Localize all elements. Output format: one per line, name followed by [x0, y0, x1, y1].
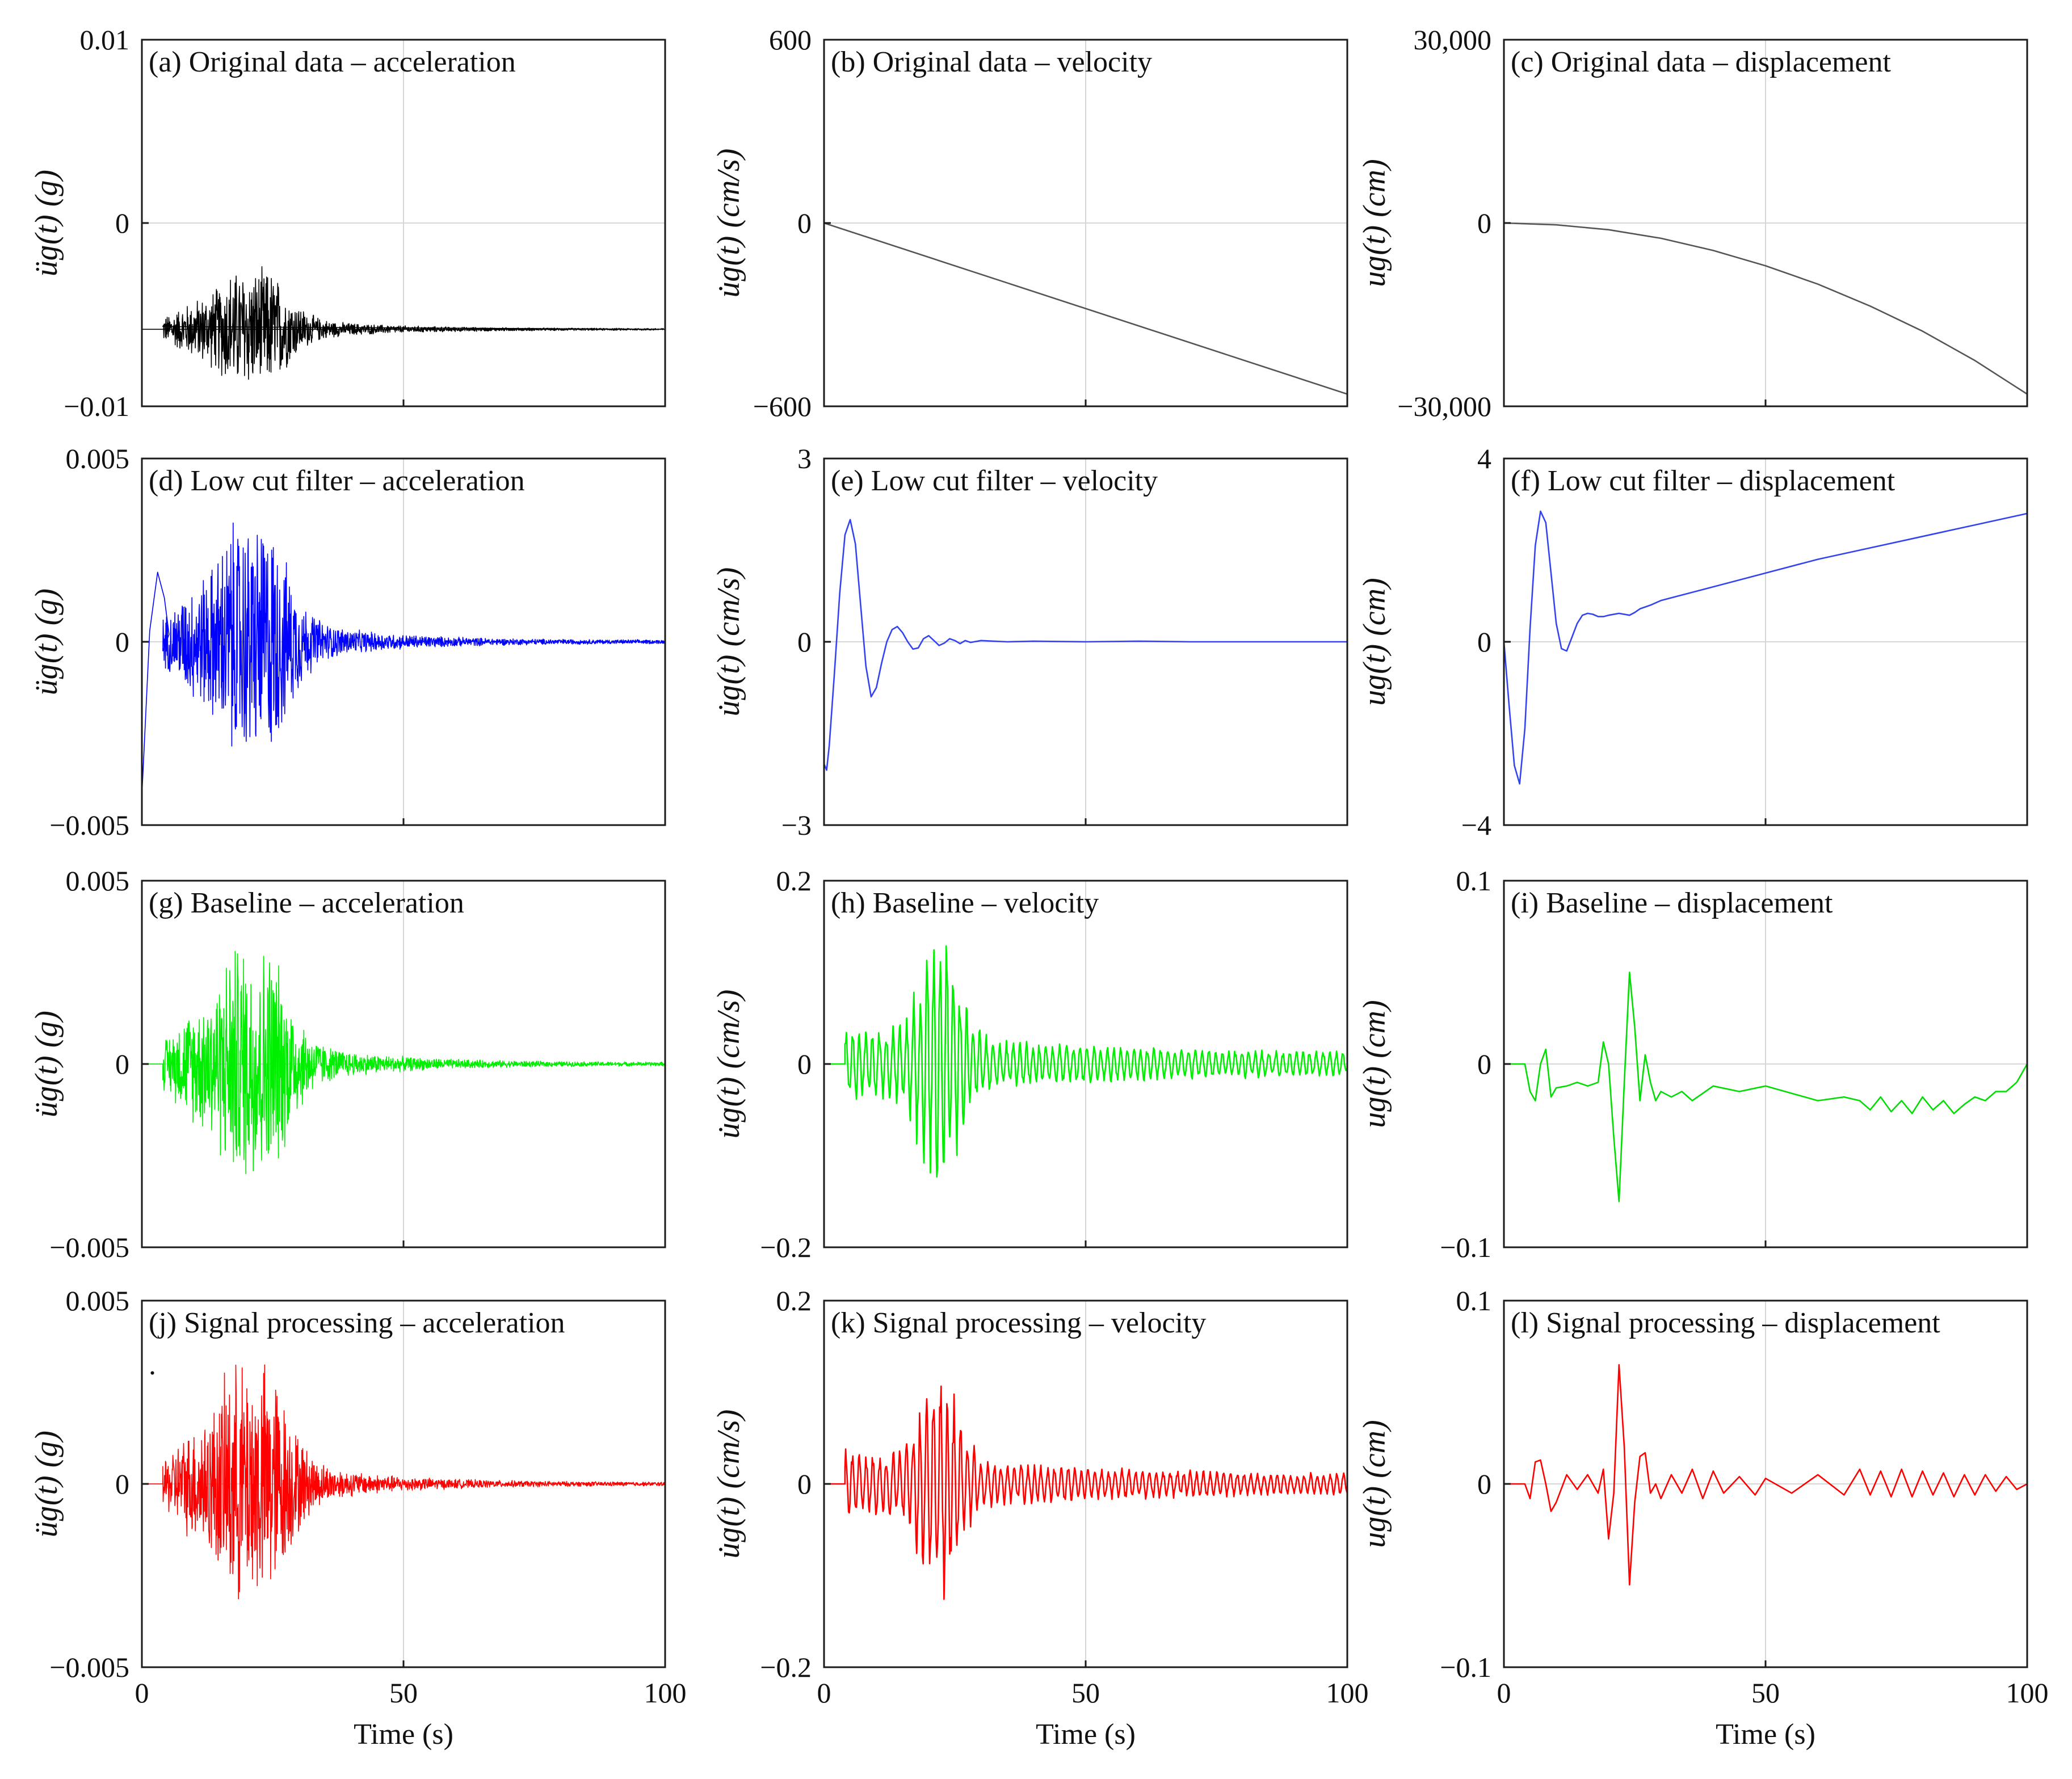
y-tick-label: 0 [115, 626, 129, 658]
panel-title: (g) Baseline – acceleration [149, 887, 464, 919]
series-line-velocity [824, 1385, 1348, 1600]
y-tick-label: −0.2 [760, 1651, 812, 1683]
x-tick-label: 50 [1751, 1677, 1780, 1709]
series-line-acceleration [142, 266, 666, 380]
y-axis-label: uɡ(t) (cm) [1357, 578, 1392, 705]
y-tick-label: 0 [1477, 1048, 1491, 1080]
y-tick-label: −3 [781, 809, 812, 841]
y-tick-label: 0.2 [776, 865, 812, 897]
y-axis-label: üɡ(t) (g) [29, 1011, 64, 1117]
y-axis-label: üɡ(t) (g) [29, 1431, 64, 1537]
y-axis-label: u̇ɡ(t) (cm/s) [711, 567, 746, 717]
x-tick-label: 0 [1497, 1677, 1511, 1709]
y-tick-label: 600 [769, 24, 812, 56]
panel-title: (a) Original data – acceleration [149, 46, 516, 78]
panel-title: (k) Signal processing – velocity [831, 1307, 1206, 1339]
x-tick-label: 0 [817, 1677, 831, 1709]
y-tick-label: 0 [1477, 207, 1491, 239]
y-tick-label: 0 [115, 1048, 129, 1080]
panel-d: −0.005 0 0.005 (d) Low cut filter – acceler… [29, 443, 666, 841]
panel-b: −600 0 600 (b) Original data – velocity u̇ɡ(… [711, 24, 1348, 422]
y-tick-label: 0.1 [1456, 865, 1492, 897]
y-tick-label: 0 [1477, 626, 1491, 658]
x-axis-label: Time (s) [1036, 1718, 1136, 1751]
series-line-displacement [1503, 510, 2028, 785]
panel-title: (b) Original data – velocity [831, 46, 1152, 78]
panel-title: (f) Low cut filter – displacement [1511, 465, 1896, 497]
y-tick-label: 0 [115, 1468, 129, 1500]
y-tick-label: 0.1 [1456, 1285, 1492, 1317]
series-line-velocity [824, 945, 1348, 1178]
y-axis-label: üɡ(t) (g) [29, 170, 64, 276]
y-tick-label: −0.005 [49, 809, 129, 841]
series-line-velocity [823, 222, 1348, 395]
panel-title: (i) Baseline – displacement [1511, 887, 1833, 919]
panel-title: (e) Low cut filter – velocity [831, 465, 1158, 497]
y-tick-label: 0.005 [66, 865, 130, 897]
series-line-displacement [1504, 1364, 2028, 1585]
y-tick-label: 0 [797, 1468, 812, 1500]
y-axis-label: uɡ(t) (cm) [1357, 159, 1392, 287]
y-tick-label: −0.01 [64, 390, 129, 422]
y-tick-label: 0 [115, 207, 129, 239]
series-line-acceleration [141, 522, 666, 796]
y-tick-label: 0 [797, 626, 812, 658]
y-tick-label: −0.005 [49, 1231, 129, 1263]
y-tick-label: 4 [1477, 443, 1491, 474]
panel-e: −3 0 3 (e) Low cut filter – velocity u̇ɡ(t) … [711, 443, 1348, 841]
x-tick-label: 0 [135, 1677, 149, 1709]
panel-h: −0.2 0 0.2 (h) Baseline – velocity u̇ɡ(t) (c… [711, 865, 1348, 1263]
y-axis-label: u̇ɡ(t) (cm/s) [711, 149, 746, 298]
y-tick-label: 0 [797, 207, 812, 239]
y-tick-label: 0.2 [776, 1285, 812, 1317]
y-axis-label: u̇ɡ(t) (cm/s) [711, 990, 746, 1139]
x-tick-label: 100 [644, 1677, 687, 1709]
panel-title: (l) Signal processing – displacement [1511, 1307, 1940, 1339]
panel-c: −30,000 0 30,000 (c) Original data – displa… [1357, 24, 2028, 422]
series-line-acceleration [142, 1364, 666, 1600]
y-axis-label: üɡ(t) (g) [29, 588, 64, 695]
x-axis-label: Time (s) [354, 1718, 453, 1751]
y-tick-label: −600 [753, 390, 812, 422]
y-tick-label: 3 [797, 443, 812, 474]
panel-i: −0.1 0 0.1 (i) Baseline – displacement uɡ(t)… [1357, 865, 2028, 1263]
panel-title: (c) Original data – displacement [1511, 46, 1892, 78]
y-tick-label: −0.1 [1440, 1651, 1491, 1683]
x-tick-label: 50 [1071, 1677, 1100, 1709]
y-axis-label: uɡ(t) (cm) [1357, 1420, 1392, 1547]
panel-g: −0.005 0 0.005 (g) Baseline – acceleration ü… [29, 865, 666, 1263]
y-axis-label: u̇ɡ(t) (cm/s) [711, 1410, 746, 1559]
series-line-acceleration [142, 951, 666, 1175]
y-tick-label: −30,000 [1397, 390, 1491, 422]
panel-title: (h) Baseline – velocity [831, 887, 1099, 919]
panel-title: (d) Low cut filter – acceleration [149, 465, 525, 497]
y-tick-label: −0.1 [1440, 1231, 1491, 1263]
series-line-displacement [1503, 222, 2028, 395]
panel-title: (j) Signal processing – acceleration [149, 1307, 565, 1339]
y-tick-label: 0.01 [80, 24, 130, 56]
x-axis-label: Time (s) [1716, 1718, 1815, 1751]
y-tick-label: −0.005 [49, 1651, 129, 1683]
y-axis-label: uɡ(t) (cm) [1357, 1000, 1392, 1128]
y-tick-label: 0.005 [66, 443, 130, 474]
y-tick-label: 0 [797, 1048, 812, 1080]
panel-a: −0.01 0 0.01 (a) Original data – accelerati… [29, 24, 666, 422]
panel-annotation: . [149, 1349, 156, 1381]
series-line-displacement [1504, 971, 2028, 1202]
y-tick-label: 0.005 [66, 1285, 130, 1317]
x-tick-label: 50 [389, 1677, 418, 1709]
y-tick-label: −4 [1461, 809, 1491, 841]
x-tick-label: 100 [2006, 1677, 2049, 1709]
series-line-velocity [823, 519, 1347, 771]
x-tick-label: 100 [1326, 1677, 1369, 1709]
y-tick-label: 0 [1477, 1468, 1491, 1500]
y-tick-label: −0.2 [760, 1231, 812, 1263]
panel-f: −4 0 4 (f) Low cut filter – displacement uɡ(… [1357, 443, 2028, 841]
y-tick-label: 30,000 [1414, 24, 1492, 56]
